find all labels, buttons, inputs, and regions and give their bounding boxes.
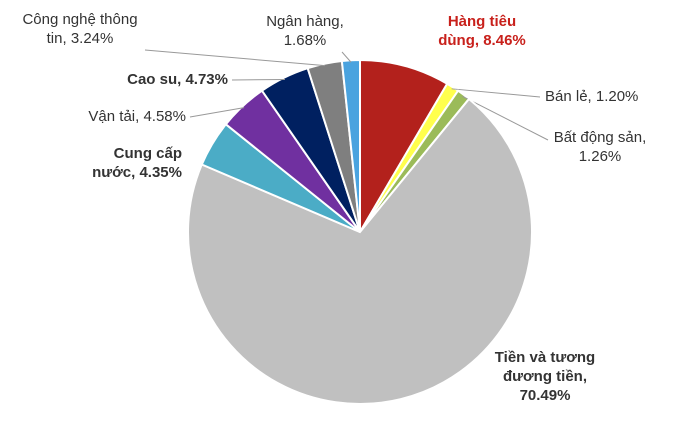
leader-line xyxy=(144,49,326,67)
data-label: Tiền và tương đương tiền, 70.49% xyxy=(494,349,596,404)
leader-line xyxy=(462,95,549,141)
data-label: Bán lẻ, 1.20% xyxy=(545,88,639,105)
data-label: Bất động sản, 1.26% xyxy=(553,129,647,165)
pie-slice xyxy=(187,97,533,405)
data-label: Công nghệ thông tin, 3.24% xyxy=(22,11,138,47)
leader-line xyxy=(341,51,352,63)
data-label: Ngân hàng, 1.68% xyxy=(266,13,344,49)
leader-line xyxy=(189,107,245,118)
leader-line xyxy=(451,88,541,98)
data-label: Cao su, 4.73% xyxy=(127,71,228,88)
data-label: Vận tải, 4.58% xyxy=(88,108,186,125)
pie-slice xyxy=(359,58,449,236)
data-label: Cung cấp nước, 4.35% xyxy=(92,145,182,181)
data-label: Hàng tiêu dùng, 8.46% xyxy=(438,13,526,49)
pie-slice xyxy=(340,58,361,233)
